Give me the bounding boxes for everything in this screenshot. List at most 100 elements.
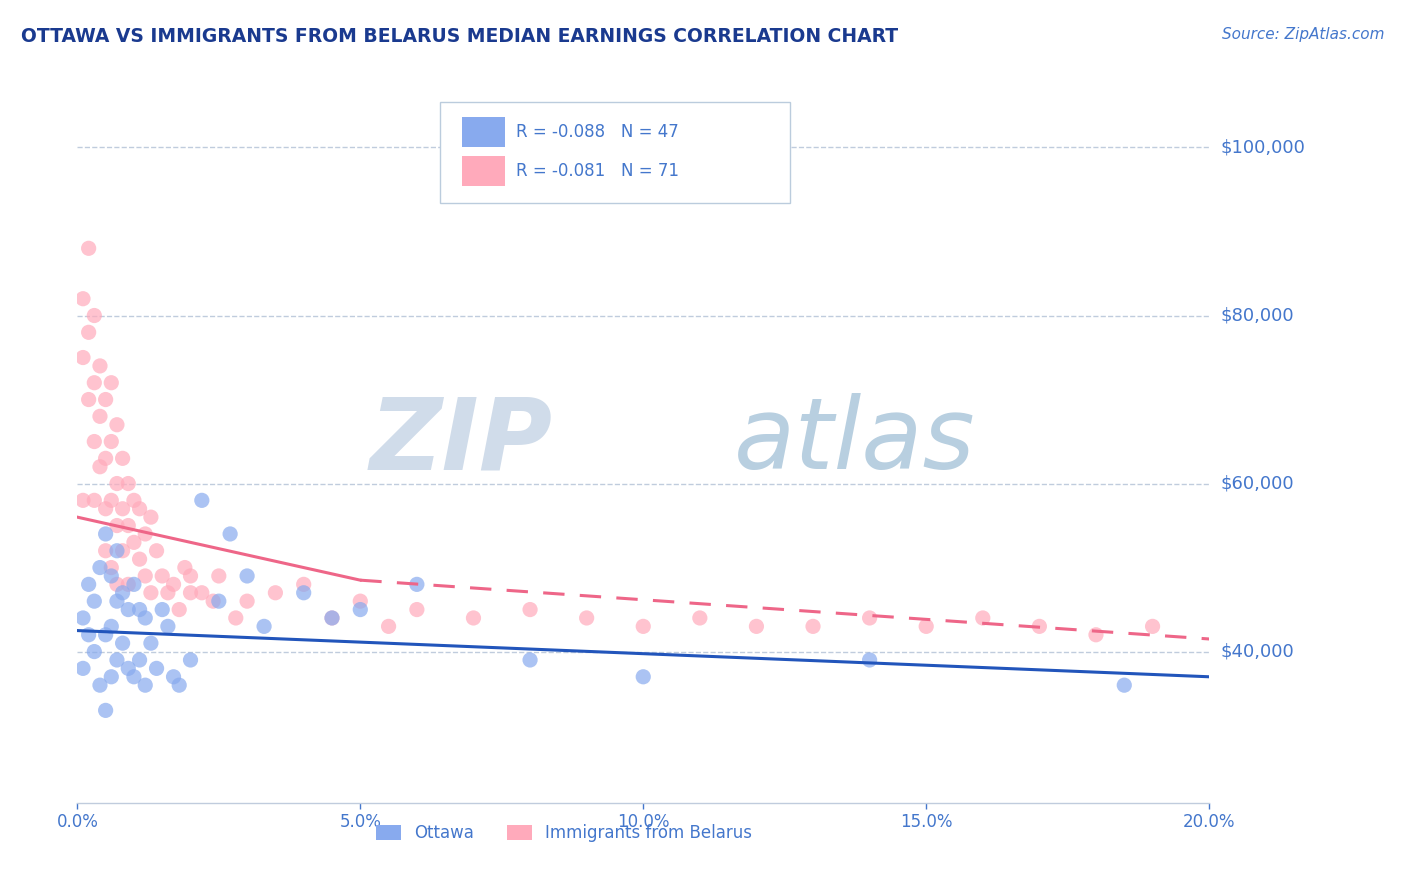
Point [180,586,202,600]
Point [1114,678,1136,692]
Point [633,619,655,633]
Point [745,619,768,633]
Point [77,241,100,255]
Point [208,594,231,608]
Point [105,577,128,591]
Point [72,351,94,365]
Point [134,678,156,692]
Point [134,569,156,583]
Point [72,292,94,306]
Legend: Ottawa, Immigrants from Belarus: Ottawa, Immigrants from Belarus [368,817,759,848]
Point [139,636,162,650]
Point [915,619,938,633]
Point [972,611,994,625]
Text: R = -0.081   N = 71: R = -0.081 N = 71 [516,162,679,180]
Point [117,602,139,616]
Point [253,619,276,633]
Point [111,451,134,466]
Point [180,653,202,667]
Point [122,670,145,684]
Point [83,594,105,608]
Point [134,527,156,541]
Text: R = -0.088   N = 47: R = -0.088 N = 47 [516,123,679,141]
Point [89,678,111,692]
Point [72,661,94,675]
Point [89,409,111,424]
Point [94,628,117,642]
Point [111,501,134,516]
Point [77,577,100,591]
Point [145,543,167,558]
Point [689,611,711,625]
Point [122,535,145,549]
Point [167,678,190,692]
Point [801,619,824,633]
Point [100,619,122,633]
Point [139,586,162,600]
Point [89,359,111,373]
Point [122,493,145,508]
Point [156,619,179,633]
Point [463,611,485,625]
Point [117,518,139,533]
Point [83,376,105,390]
Point [94,527,117,541]
Point [859,611,882,625]
Point [94,543,117,558]
Point [94,501,117,516]
Point [111,636,134,650]
Point [94,392,117,407]
Point [100,376,122,390]
Point [83,644,105,658]
Point [105,653,128,667]
Point [100,434,122,449]
Point [111,586,134,600]
Point [100,560,122,574]
Point [128,653,150,667]
Point [145,661,167,675]
Point [89,459,111,474]
Point [236,594,259,608]
Point [519,653,541,667]
Point [1028,619,1050,633]
Point [72,493,94,508]
Point [225,611,247,625]
Text: $80,000: $80,000 [1220,307,1294,325]
Point [105,417,128,432]
Point [1085,628,1108,642]
Point [105,543,128,558]
Point [859,653,882,667]
Point [377,619,399,633]
Point [117,476,139,491]
Point [100,670,122,684]
Point [162,577,184,591]
Point [77,392,100,407]
Point [77,326,100,340]
Point [202,594,225,608]
Bar [463,156,505,186]
Point [236,569,259,583]
Text: $40,000: $40,000 [1220,642,1295,661]
Point [292,586,315,600]
Point [1142,619,1164,633]
Point [208,569,231,583]
Point [633,670,655,684]
Text: OTTAWA VS IMMIGRANTS FROM BELARUS MEDIAN EARNINGS CORRELATION CHART: OTTAWA VS IMMIGRANTS FROM BELARUS MEDIAN… [21,27,898,45]
Point [406,577,429,591]
Point [72,611,94,625]
Point [219,527,242,541]
Point [150,602,173,616]
Point [128,552,150,566]
Point [122,577,145,591]
Point [89,560,111,574]
Point [321,611,343,625]
Point [173,560,195,574]
FancyBboxPatch shape [440,102,790,203]
Text: Source: ZipAtlas.com: Source: ZipAtlas.com [1222,27,1385,42]
Point [128,602,150,616]
Point [406,602,429,616]
Point [100,493,122,508]
Point [349,594,371,608]
Point [94,703,117,717]
Point [100,569,122,583]
